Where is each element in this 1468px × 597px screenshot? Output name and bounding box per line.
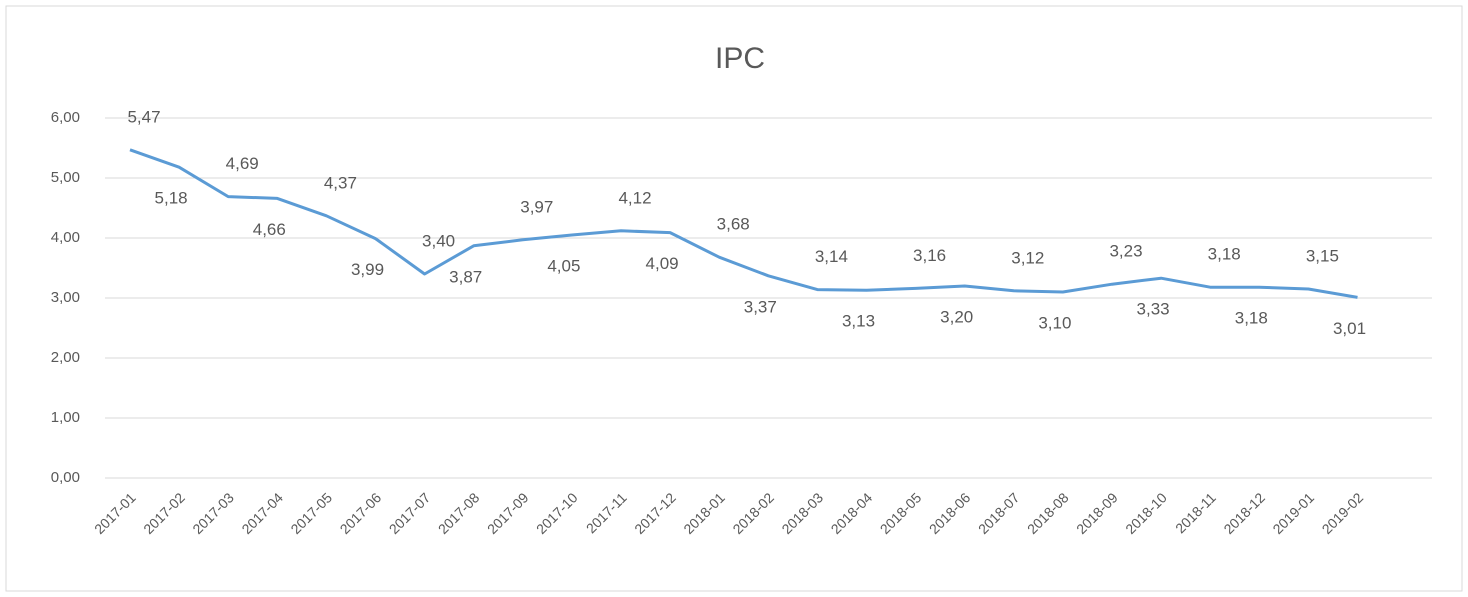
data-label: 3,16: [913, 246, 946, 265]
data-label: 5,18: [155, 189, 188, 208]
y-tick-label: 0,00: [51, 469, 80, 486]
data-label: 3,18: [1208, 245, 1241, 264]
line: [129, 148, 1358, 299]
data-label: 3,20: [940, 307, 973, 326]
data-label: 3,97: [520, 197, 553, 216]
data-label: 4,37: [324, 173, 357, 192]
y-tick-label: 3,00: [51, 289, 80, 306]
y-tick-label: 5,00: [51, 169, 80, 186]
data-label: 3,33: [1137, 300, 1170, 319]
data-label: 3,87: [449, 267, 482, 286]
data-label: 3,14: [815, 247, 848, 266]
chart-title: IPC: [715, 42, 765, 75]
y-tick-label: 2,00: [51, 349, 80, 366]
data-label: 4,69: [226, 154, 259, 173]
data-label: 3,01: [1333, 319, 1366, 338]
y-tick-label: 1,00: [51, 409, 80, 426]
data-label: 3,99: [351, 260, 384, 279]
data-label: 4,66: [253, 220, 286, 239]
data-label: 3,68: [717, 215, 750, 234]
y-tick-label: 6,00: [51, 109, 80, 126]
data-label: 4,05: [547, 256, 580, 275]
data-label: 3,10: [1038, 313, 1071, 332]
data-label: 3,13: [842, 312, 875, 331]
data-label: 3,18: [1235, 309, 1268, 328]
data-label: 3,37: [744, 297, 777, 316]
data-label: 5,47: [127, 107, 160, 126]
data-label: 4,09: [646, 254, 679, 273]
y-tick-label: 4,00: [51, 229, 80, 246]
data-label: 4,12: [618, 188, 651, 207]
data-label: 3,12: [1011, 248, 1044, 267]
data-label: 3,23: [1109, 242, 1142, 261]
data-label: 3,40: [422, 231, 455, 250]
data-label: 3,15: [1306, 246, 1339, 265]
